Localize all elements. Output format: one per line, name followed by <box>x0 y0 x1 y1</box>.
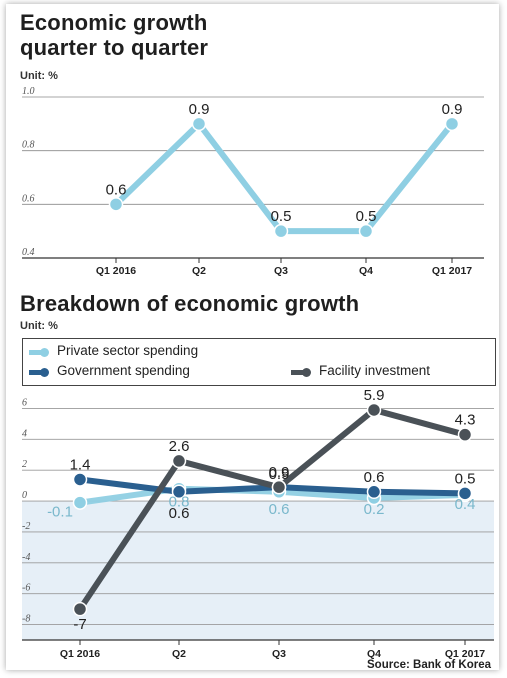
chart1-xtick-label: Q1 2017 <box>432 265 472 277</box>
chart2-point-private <box>72 495 88 510</box>
chart1-xtick-label: Q3 <box>274 265 288 277</box>
legend-swatch-private <box>29 347 49 357</box>
chart2-data-label-private: 0.2 <box>364 501 385 518</box>
chart1-data-label: 0.5 <box>356 208 377 225</box>
chart1-point <box>191 116 207 132</box>
chart2-point-government <box>72 472 88 487</box>
chart2-xtick-label: Q1 2016 <box>60 648 100 660</box>
chart2-xtick-label: Q3 <box>272 648 286 660</box>
chart1-title: Economic growth quarter to quarter <box>20 10 208 60</box>
chart2-ytick-label: 6 <box>22 397 27 408</box>
chart2-point-government <box>366 484 382 500</box>
chart1-xtick-label: Q4 <box>359 265 373 277</box>
chart2-ytick-label: -6 <box>22 583 30 594</box>
chart1-xtick-label: Q2 <box>192 265 206 277</box>
chart2-source: Source: Bank of Korea <box>367 659 491 671</box>
chart2-data-label-government: 0.9 <box>269 466 290 483</box>
chart1-ytick-label: 1.0 <box>22 86 35 97</box>
chart1-data-label: 0.5 <box>271 208 292 225</box>
legend-label-government: Government spending <box>57 363 190 378</box>
legend-swatch-facility <box>291 367 311 377</box>
chart2-point-facility <box>366 402 382 418</box>
chart2-xtick-label: Q4 <box>367 648 381 660</box>
chart2-data-label-facility: 2.6 <box>169 438 190 455</box>
chart1-point <box>273 223 289 239</box>
chart2-data-label-facility: 4.3 <box>455 412 476 429</box>
chart2-point-facility <box>271 479 287 495</box>
chart1-data-label: 0.9 <box>442 101 463 118</box>
legend-swatch-government <box>29 367 49 377</box>
legend-item-government: Government spending <box>29 363 190 378</box>
chart2-ytick-label: -2 <box>22 521 30 532</box>
chart2-data-label-government: 0.6 <box>169 505 190 522</box>
chart2-data-label-facility: 0.9 <box>269 464 290 481</box>
chart2-data-label-facility: -7 <box>73 616 86 633</box>
chart2-data-label-private: 0.4 <box>455 496 476 513</box>
chart1-unit: Unit: % <box>20 70 58 82</box>
chart2-negative-area <box>22 501 494 640</box>
chart2-ytick-label: 0 <box>22 490 27 501</box>
chart2-data-label-private: -0.1 <box>47 504 73 521</box>
chart2-unit: Unit: % <box>20 320 58 332</box>
chart1-point <box>108 197 124 212</box>
chart2-ytick-label: 4 <box>22 428 27 439</box>
chart1-title-line2: quarter to quarter <box>20 35 209 60</box>
legend-item-private: Private sector spending <box>29 343 198 358</box>
chart1-ytick-label: 0.4 <box>22 247 35 258</box>
chart2-data-label-government: 0.6 <box>364 469 385 486</box>
chart2-point-facility <box>72 601 88 617</box>
chart1-point <box>358 223 374 239</box>
chart2-ytick-label: 2 <box>22 459 27 470</box>
chart2-point-facility <box>457 427 473 442</box>
chart2-legend: Private sector spending Government spend… <box>22 338 496 386</box>
legend-item-facility: Facility investment <box>291 363 430 378</box>
chart1-xtick-label: Q1 2016 <box>96 265 136 277</box>
chart2-xtick-label: Q2 <box>172 648 186 660</box>
chart2-data-label-private: 0.6 <box>269 501 290 518</box>
chart2-point-facility <box>171 453 187 469</box>
chart2-ytick-label: -8 <box>22 614 30 625</box>
chart1-data-label: 0.9 <box>189 101 210 118</box>
chart1-ytick-label: 0.8 <box>22 140 35 151</box>
chart2-point-government <box>457 486 473 501</box>
chart2-point-government <box>171 484 187 500</box>
chart2-data-label-government: 1.4 <box>70 456 91 473</box>
legend-label-private: Private sector spending <box>57 343 199 358</box>
chart2-data-label-facility: 5.9 <box>364 387 385 404</box>
chart2-title: Breakdown of economic growth <box>20 291 360 316</box>
chart1-title-line1: Economic growth <box>20 10 208 35</box>
chart2-ytick-label: -4 <box>22 552 30 563</box>
legend-label-facility: Facility investment <box>319 363 431 378</box>
chart1-point <box>444 116 460 132</box>
chart2-data-label-private: 0.8 <box>169 494 190 511</box>
chart1-ytick-label: 0.6 <box>22 193 35 204</box>
chart2-data-label-government: 0.5 <box>455 470 476 487</box>
chart1-data-label: 0.6 <box>106 181 127 198</box>
chart2-xtick-label: Q1 2017 <box>445 648 485 660</box>
